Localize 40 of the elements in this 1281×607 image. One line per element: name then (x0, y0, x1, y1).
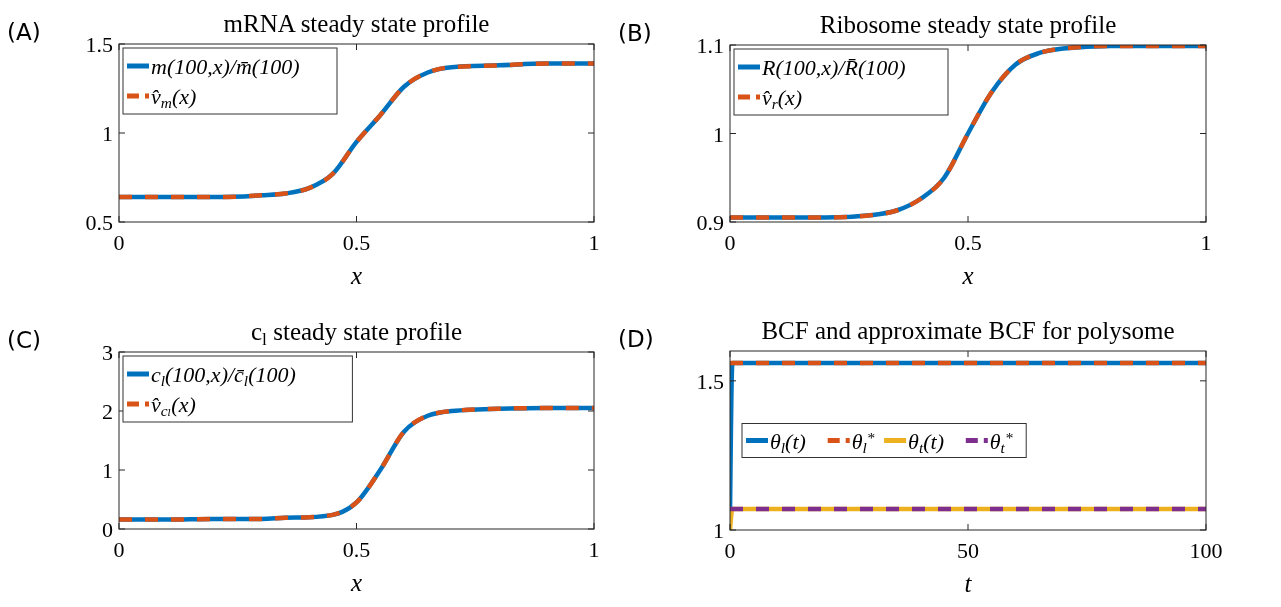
x-tick-label: 0.5 (342, 230, 371, 255)
y-tick-label: 1.5 (696, 368, 724, 394)
legend-label: v̂$_{cₗ}$(x) (151, 392, 196, 419)
x-axis-title: x (961, 262, 974, 289)
y-tick-label: 1.5 (85, 32, 113, 57)
chart-title: BCF and approximate BCF for polysome (761, 317, 1175, 344)
chart-title: Ribosome steady state profile (819, 11, 1117, 38)
x-axis-title: t (964, 570, 973, 597)
y-tick-label: 1 (102, 121, 113, 146)
x-tick-label: 1 (1200, 230, 1212, 255)
x-tick-label: 0.5 (954, 230, 982, 255)
text: (C) (7, 327, 42, 353)
text: (D) (618, 326, 654, 352)
legend-label: R(100,x)/R̄(100) (761, 55, 906, 80)
y-tick-label: 3 (102, 340, 113, 365)
y-tick-label: 1 (713, 121, 724, 147)
chart-title: c$_{l}$ steady state profile (250, 318, 463, 349)
y-tick-label: 0 (102, 517, 113, 542)
legend-label: v̂$_{r}$(x) (762, 85, 803, 112)
legend-label: c$_{l}$(100,x)/c̄$_{l}$(100) (151, 362, 296, 389)
x-axis-title: x (349, 262, 363, 289)
y-tick-label: 1 (713, 518, 724, 543)
x-tick-label: 0.5 (342, 537, 371, 562)
x-tick-label: 1 (588, 230, 600, 255)
x-tick-label: 1 (588, 537, 600, 562)
x-tick-label: 100 (1189, 538, 1223, 563)
y-tick-label: 2 (102, 399, 113, 424)
text: (A) (7, 19, 41, 45)
legend-label: θ$_{t}$(t) (908, 428, 944, 456)
x-tick-label: 50 (957, 538, 979, 563)
y-tick-label: 1 (102, 458, 113, 483)
x-axis-title: x (349, 569, 363, 596)
legend-label: θ$_{l}$(t) (770, 428, 806, 456)
y-tick-label: 0.5 (85, 210, 113, 235)
y-tick-label: 1.1 (696, 33, 724, 58)
text: (B) (618, 20, 652, 46)
y-tick-label: 0.9 (696, 210, 724, 235)
legend-label: v̂$_{m}$(x) (151, 84, 197, 111)
chart-title: mRNA steady state profile (223, 10, 490, 37)
legend-label: m(100,x)/m̄(100) (151, 54, 300, 79)
